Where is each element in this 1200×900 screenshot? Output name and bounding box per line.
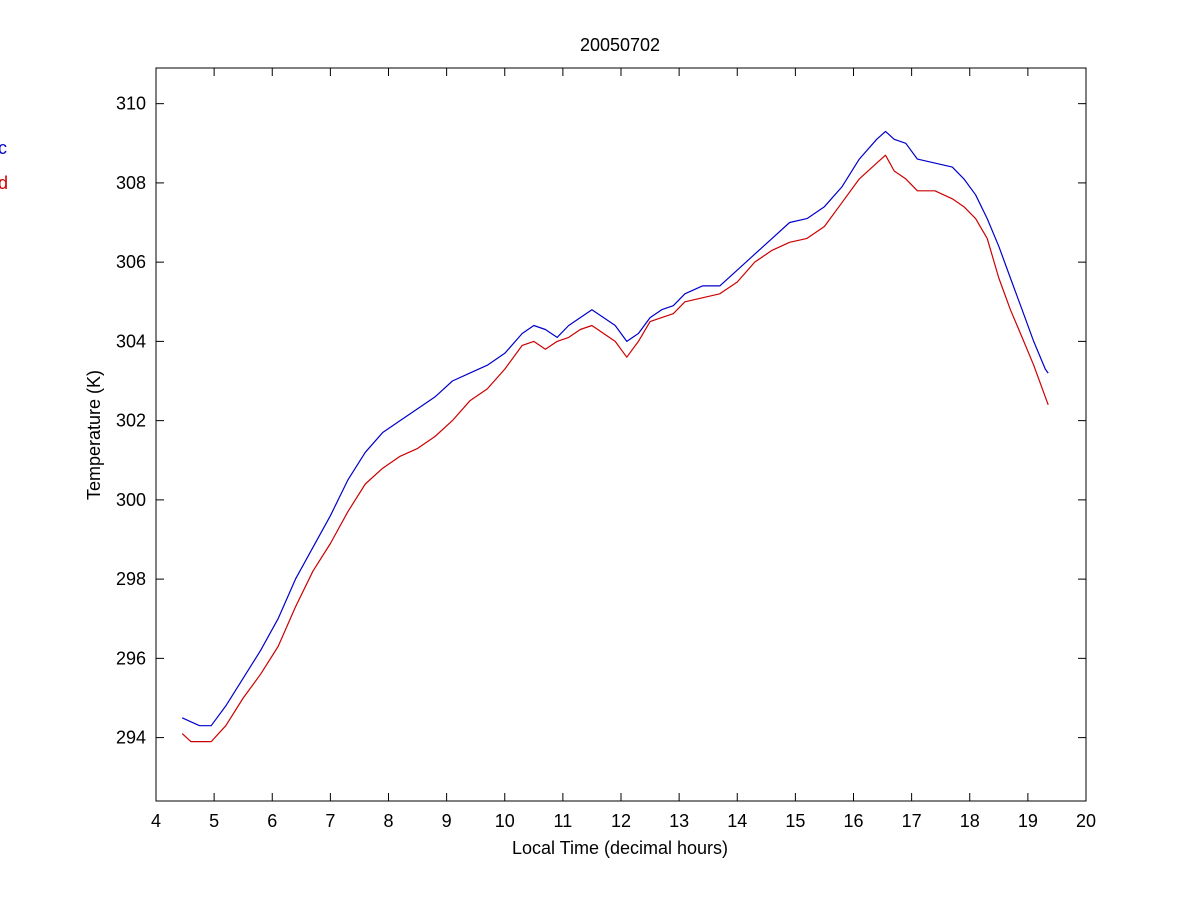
x-tick-label: 19	[1018, 811, 1038, 831]
x-tick-label: 13	[669, 811, 689, 831]
x-tick-label: 6	[267, 811, 277, 831]
series-layer	[181, 130, 1049, 743]
x-tick-label: 15	[785, 811, 805, 831]
x-tick-label: 16	[843, 811, 863, 831]
y-tick-label: 294	[116, 728, 146, 748]
x-tick-label: 12	[611, 811, 631, 831]
x-tick-label: 7	[325, 811, 335, 831]
y-tick-label: 306	[116, 252, 146, 272]
y-axis-label: Temperature (K)	[84, 370, 104, 500]
y-tick-label: 308	[116, 173, 146, 193]
x-tick-label: 8	[383, 811, 393, 831]
x-tick-label: 20	[1076, 811, 1096, 831]
chart-title: 20050702	[580, 35, 660, 55]
y-tick-label: 296	[116, 648, 146, 668]
legend-entry-c: c	[0, 138, 7, 158]
y-tick-label: 302	[116, 411, 146, 431]
x-tick-label: 17	[902, 811, 922, 831]
x-tick-label: 9	[442, 811, 452, 831]
x-tick-label: 11	[554, 811, 573, 831]
y-tick-label: 304	[116, 331, 146, 351]
series-line-d	[181, 154, 1049, 743]
plot-area-frame	[155, 67, 1087, 802]
x-axis-label: Local Time (decimal hours)	[512, 838, 728, 858]
y-tick-label: 300	[116, 490, 146, 510]
x-tick-label: 4	[151, 811, 161, 831]
x-tick-label: 5	[209, 811, 219, 831]
x-tick-label: 14	[727, 811, 747, 831]
y-tick-label: 298	[116, 569, 146, 589]
axis-ticks	[155, 68, 1087, 801]
x-tick-label: 10	[495, 811, 515, 831]
legend-entry-d: d	[0, 173, 8, 193]
y-tick-label: 310	[116, 94, 146, 114]
series-line-c	[181, 130, 1049, 727]
x-tick-label: 18	[960, 811, 980, 831]
axis-tick-labels: 4 5 6 7 8 9 10 11 12 13 14 15 16 17 18 19 20 294 296 298 300…	[116, 94, 1096, 831]
